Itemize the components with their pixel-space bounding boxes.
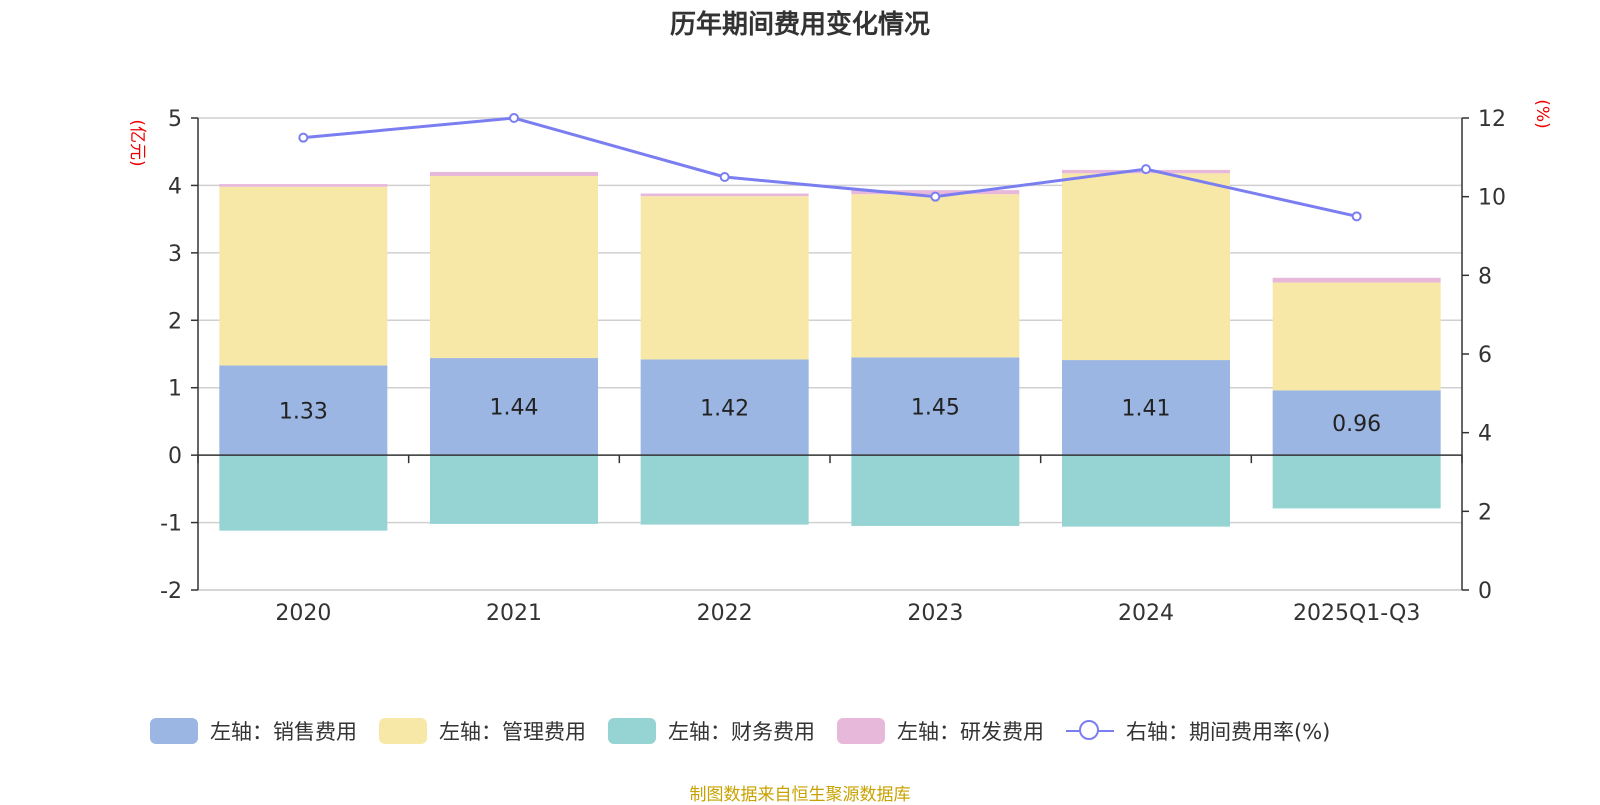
chart-canvas: 1.33 1.44 1.42 1.45 1.410.96-2-1012345(亿元)02… (127, 99, 1552, 626)
bar-data-label: 1.41 (1122, 397, 1171, 422)
bar-data-label: 1.45 (911, 395, 960, 420)
left-tick-label: 1 (168, 377, 182, 402)
bar-0-2022 (640, 359, 809, 456)
bar-2-2022 (640, 455, 809, 525)
bar-3-2022 (640, 193, 809, 197)
bar-0-2024 (1062, 360, 1230, 456)
legend-item-sales[interactable]: 左轴：销售费用 (150, 716, 357, 746)
legend-swatch-sales (150, 718, 198, 744)
legend-label-rate: 右轴：期间费用率(%) (1126, 720, 1331, 744)
bar-2-2025Q1-Q3 (1272, 455, 1441, 509)
right-tick-label: 2 (1478, 500, 1492, 525)
source-note: 制图数据来自恒生聚源数据库 (689, 785, 911, 805)
x-tick-label: 2023 (907, 601, 963, 626)
left-tick-label: 3 (168, 242, 182, 267)
right-tick-label: 10 (1478, 186, 1506, 211)
x-tick-label: 2022 (697, 601, 753, 626)
bar-0-2023 (851, 357, 1020, 456)
left-axis-unit: (亿元) (127, 119, 147, 166)
legend-swatch-rnd (837, 718, 885, 744)
x-tick-label: 2021 (486, 601, 542, 626)
bar-1-2020 (219, 186, 388, 366)
legend: 左轴：销售费用 左轴：管理费用 左轴：财务费用 左轴：研发费用 右轴：期间费用率… (150, 716, 1352, 746)
left-tick-label: 5 (168, 107, 182, 132)
bar-data-label: 0.96 (1332, 412, 1381, 437)
bar-3-2025Q1-Q3 (1272, 277, 1441, 283)
x-tick-label: 2024 (1118, 601, 1174, 626)
legend-item-rate[interactable]: 右轴：期间费用率(%) (1066, 716, 1330, 746)
right-tick-label: 4 (1478, 422, 1492, 447)
right-tick-label: 12 (1478, 107, 1506, 132)
right-tick-label: 6 (1478, 343, 1492, 368)
rate-point-2023 (930, 191, 941, 202)
legend-label-admin: 左轴：管理费用 (439, 720, 586, 744)
bar-0-2021 (430, 358, 598, 456)
left-tick-label: 4 (168, 174, 182, 199)
legend-swatch-admin (379, 718, 427, 744)
bar-1-2022 (640, 196, 809, 360)
chart-title: 历年期间费用变化情况 (669, 10, 930, 40)
legend-item-admin[interactable]: 左轴：管理费用 (379, 716, 586, 746)
left-tick-label: 2 (168, 309, 182, 334)
rate-line (303, 116, 1357, 218)
x-tick-label: 2020 (275, 601, 331, 626)
bar-1-2021 (430, 175, 598, 359)
left-tick-label: -2 (160, 579, 182, 604)
right-tick-label: 0 (1478, 579, 1492, 604)
legend-swatch-rate (1066, 718, 1114, 744)
legend-label-sales: 左轴：销售费用 (210, 720, 357, 744)
legend-label-rnd: 左轴：研发费用 (897, 720, 1044, 744)
bar-1-2023 (851, 194, 1020, 358)
bar-1-2024 (1062, 173, 1230, 361)
bar-0-2025Q1-Q3 (1272, 390, 1441, 456)
legend-item-finance[interactable]: 左轴：财务费用 (608, 716, 815, 746)
bar-2-2021 (430, 455, 598, 524)
right-axis-unit: (%) (1532, 99, 1552, 128)
bar-data-label: 1.44 (490, 396, 539, 421)
bar-3-2021 (430, 171, 598, 176)
bar-data-label: 1.33 (279, 399, 328, 424)
legend-item-rnd[interactable]: 左轴：研发费用 (837, 716, 1044, 746)
rate-point-2022 (719, 172, 730, 182)
legend-swatch-finance (608, 718, 656, 744)
rate-point-2021 (509, 113, 519, 123)
bar-1-2025Q1-Q3 (1272, 282, 1441, 391)
left-tick-label: -1 (160, 512, 182, 537)
rate-point-2024 (1141, 164, 1151, 175)
right-tick-label: 8 (1478, 264, 1492, 289)
bar-data-label: 1.42 (700, 396, 749, 421)
rate-point-2020 (298, 132, 309, 143)
left-tick-label: 0 (168, 444, 182, 469)
bar-2-2020 (219, 455, 388, 531)
bar-0-2020 (219, 365, 388, 456)
legend-label-finance: 左轴：财务费用 (668, 720, 815, 744)
rate-point-2025Q1-Q3 (1351, 211, 1362, 222)
bar-2-2024 (1062, 455, 1230, 527)
x-tick-label: 2025Q1-Q3 (1293, 601, 1420, 626)
bar-3-2020 (219, 184, 388, 187)
bar-2-2023 (851, 455, 1020, 526)
